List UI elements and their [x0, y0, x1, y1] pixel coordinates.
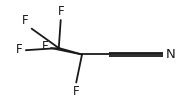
- Text: F: F: [22, 14, 29, 27]
- Text: F: F: [16, 43, 23, 56]
- Text: F: F: [42, 40, 48, 54]
- Text: N: N: [166, 48, 175, 61]
- Text: F: F: [57, 5, 64, 18]
- Text: F: F: [73, 85, 80, 98]
